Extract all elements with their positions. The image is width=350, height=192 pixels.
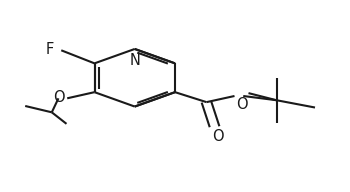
Text: N: N (129, 53, 140, 68)
Text: F: F (46, 42, 54, 57)
Text: O: O (53, 90, 64, 105)
Text: O: O (236, 97, 248, 112)
Text: O: O (212, 129, 224, 144)
